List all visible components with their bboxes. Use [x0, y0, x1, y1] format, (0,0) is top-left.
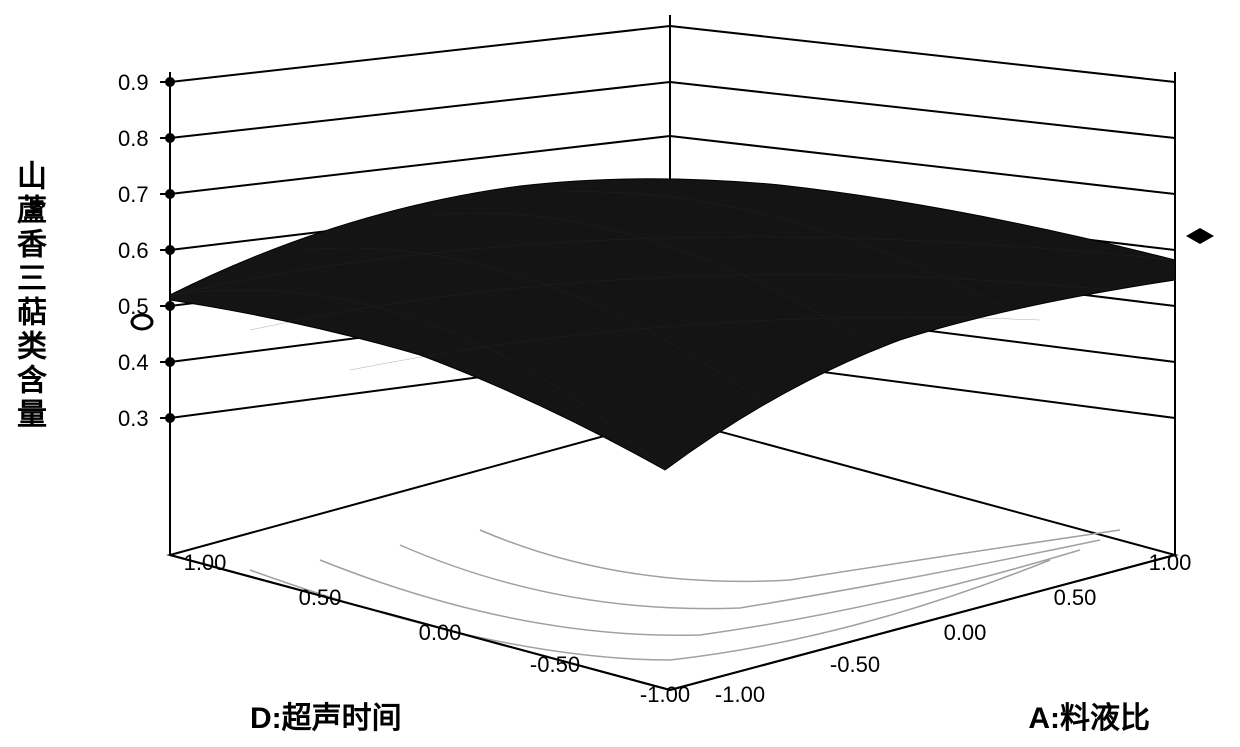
a-tick-2: 0.00 [944, 620, 987, 645]
d-tick-2: 0.00 [419, 620, 462, 645]
z-tick-5: 0.4 [118, 350, 149, 375]
z-tick-4: 0.5 [118, 294, 149, 319]
floor-contours [250, 530, 1120, 660]
peak-marker-icon [1186, 228, 1214, 244]
d-tick-3: -0.50 [530, 652, 580, 677]
a-axis-label: A:料液比 [1028, 693, 1150, 737]
z-tick-3: 0.6 [118, 238, 149, 263]
d-tick-1: 0.50 [299, 585, 342, 610]
z-tick-6: 0.3 [118, 406, 149, 431]
a-tick-0: -1.00 [715, 682, 765, 707]
z-axis-label: 山蘆香三萜类含量 [10, 160, 46, 432]
d-axis-label: D:超声时间 [250, 693, 402, 737]
z-tick-2: 0.7 [118, 182, 149, 207]
d-tick-0: 1.00 [184, 550, 227, 575]
d-tick-4: -1.00 [640, 682, 690, 707]
a-tick-4: 1.00 [1149, 550, 1192, 575]
z-tick-0: 0.9 [118, 70, 149, 95]
response-surface [170, 179, 1175, 470]
a-tick-3: 0.50 [1054, 585, 1097, 610]
z-tick-marks [160, 78, 174, 422]
z-tick-1: 0.8 [118, 126, 149, 151]
a-tick-1: -0.50 [830, 652, 880, 677]
